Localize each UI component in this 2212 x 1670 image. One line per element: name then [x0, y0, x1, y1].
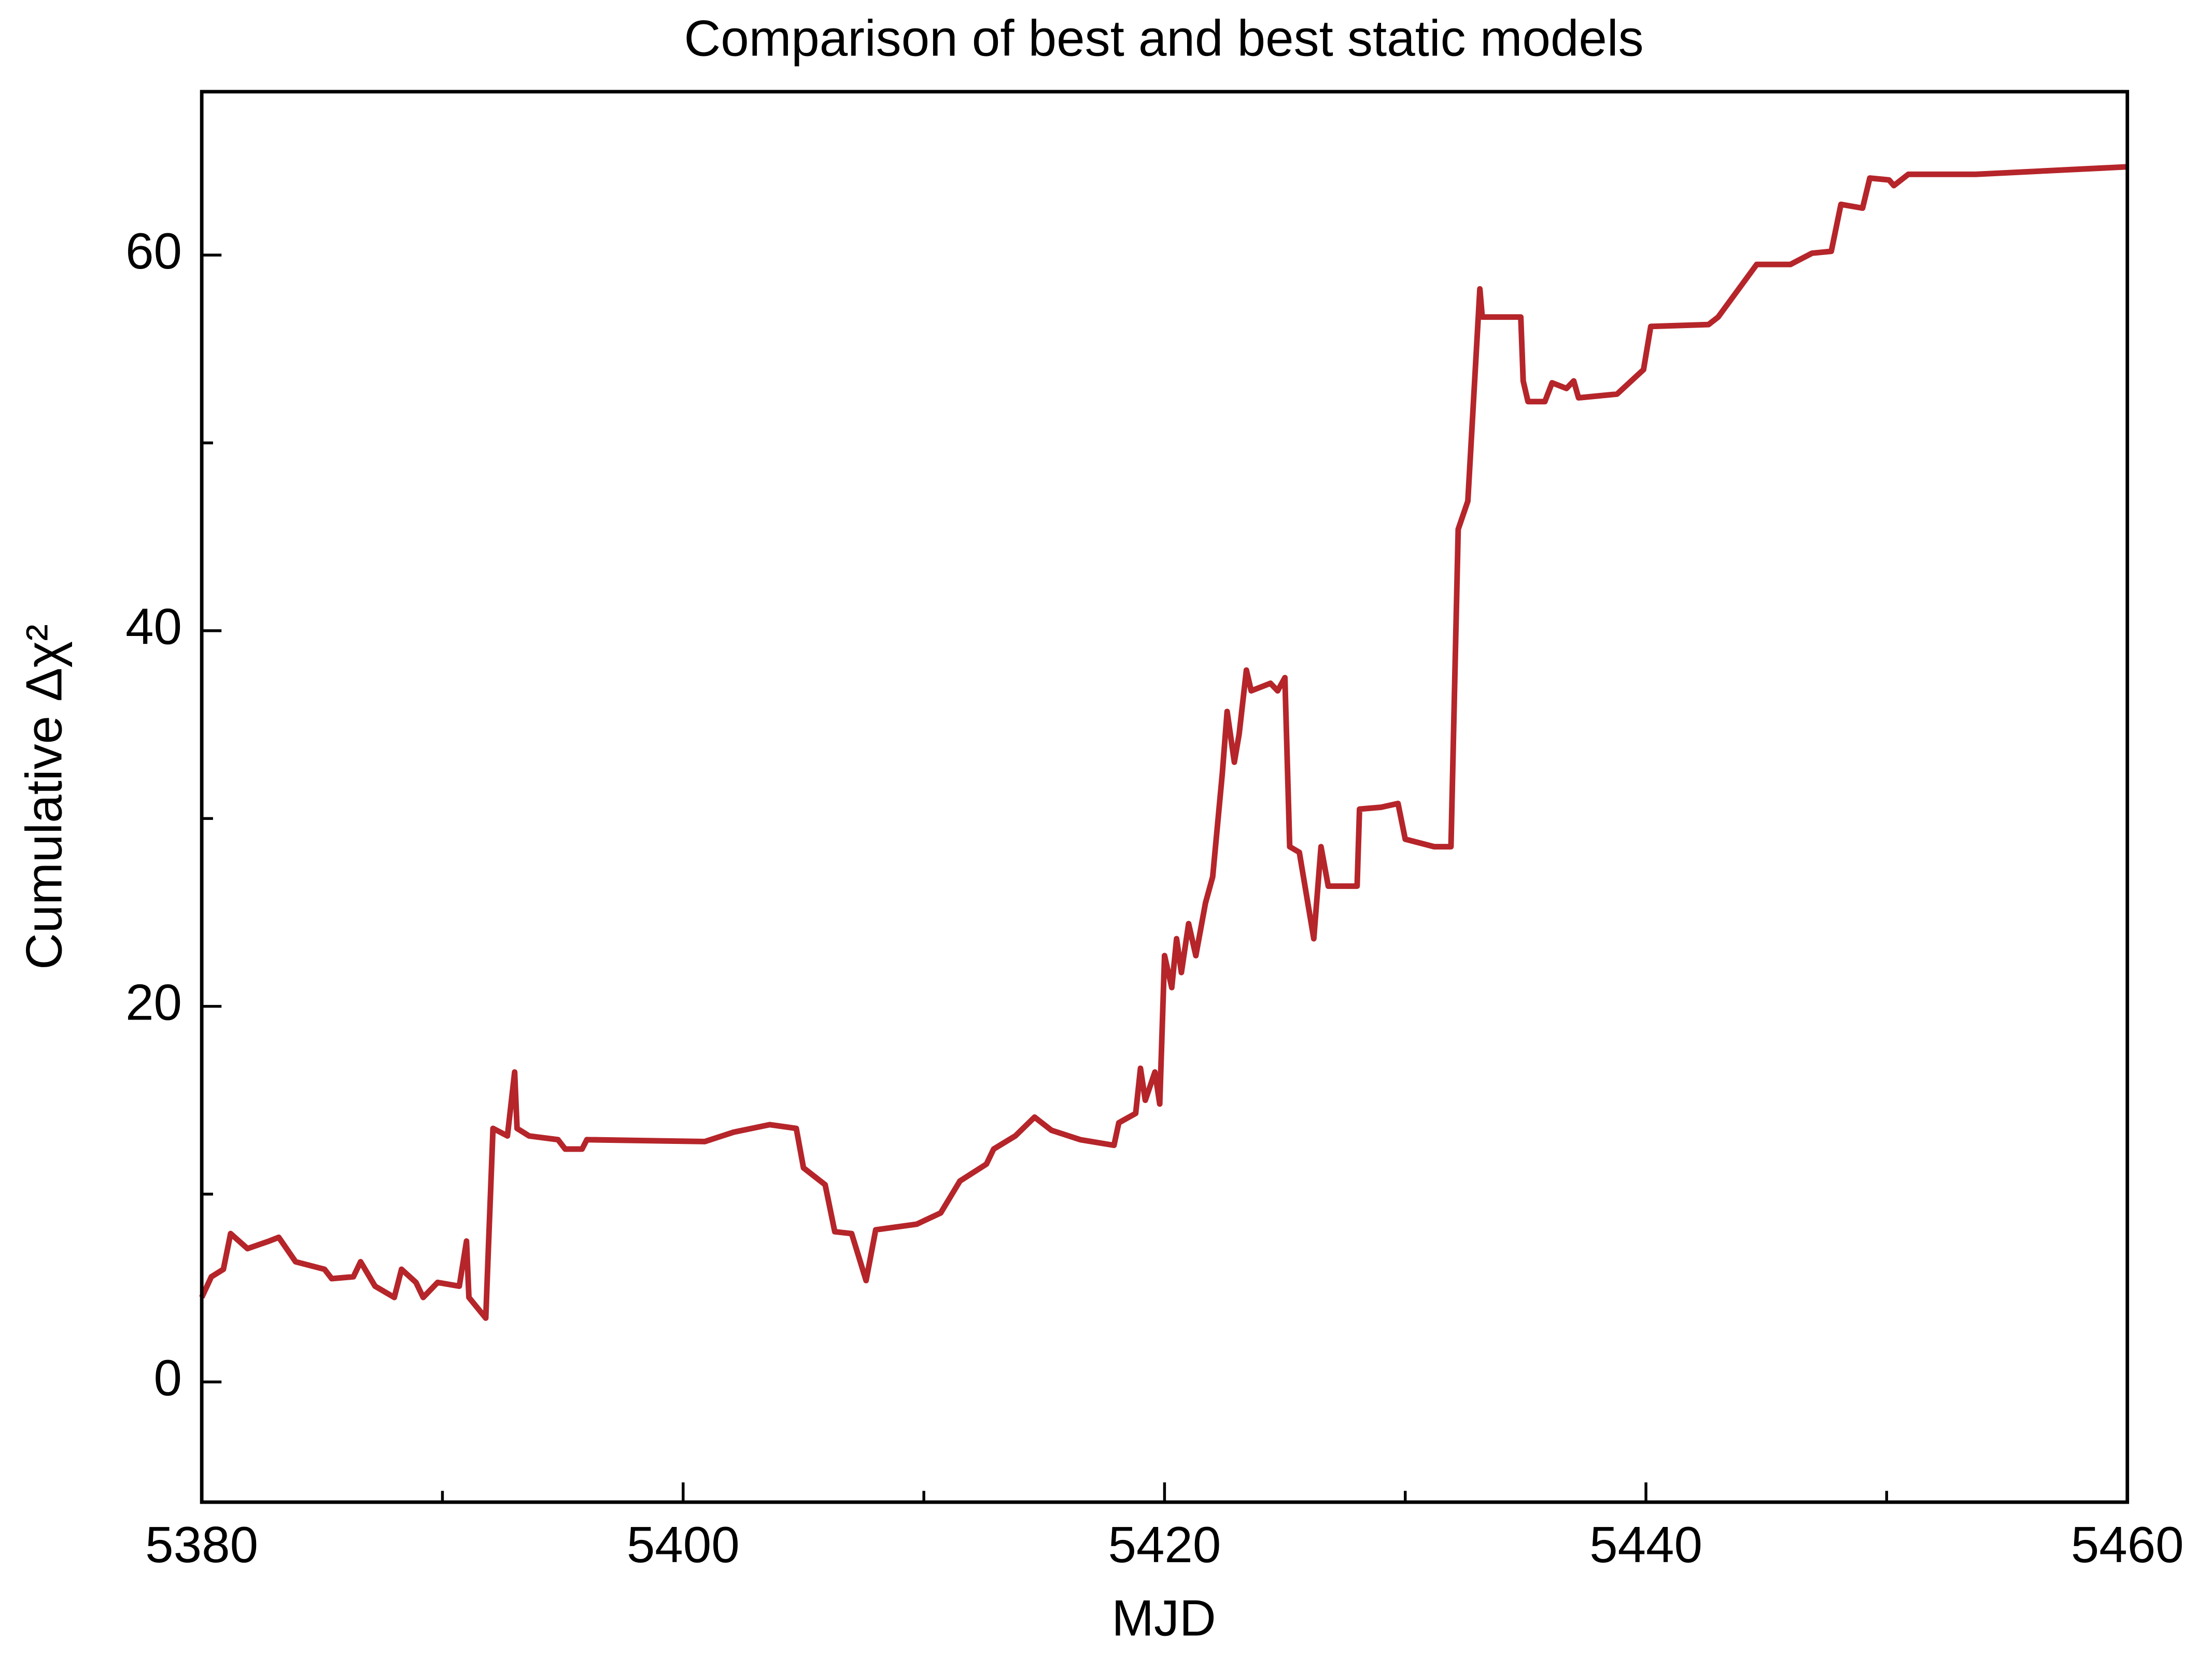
y-tick-label: 60	[125, 222, 182, 279]
x-tick-label: 5440	[1589, 1516, 1702, 1573]
chart-title: Comparison of best and best static model…	[684, 10, 1643, 67]
y-axis-label: Cumulative Δχ²	[15, 624, 72, 970]
y-tick-label: 0	[154, 1349, 182, 1406]
y-tick-label: 40	[125, 598, 182, 655]
x-axis-label: MJD	[1111, 1589, 1216, 1646]
x-tick-label: 5460	[2071, 1516, 2184, 1573]
data-line	[199, 164, 2128, 1321]
y-tick-label: 20	[125, 973, 182, 1030]
plot-frame	[200, 90, 2130, 1504]
x-tick-label: 5380	[145, 1516, 258, 1573]
x-tick-label: 5420	[1108, 1516, 1221, 1573]
x-tick-label: 5400	[627, 1516, 740, 1573]
